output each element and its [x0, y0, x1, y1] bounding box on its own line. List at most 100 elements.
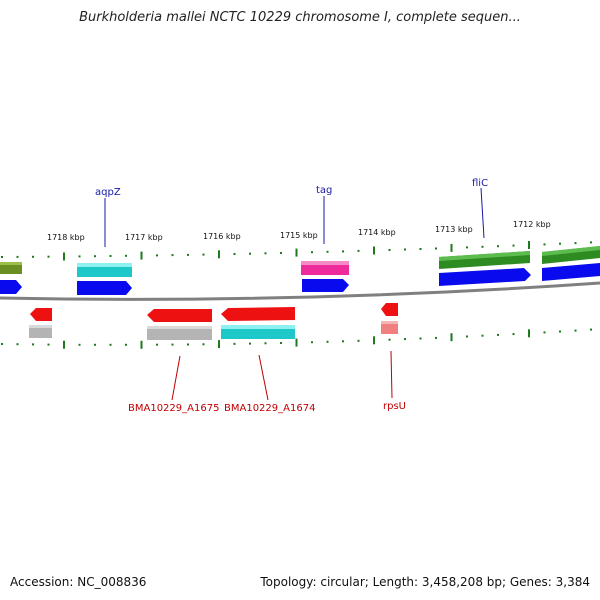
minor-tick: [543, 331, 546, 334]
gene-label-flic[interactable]: fliC: [472, 178, 488, 189]
scale-label-1712: 1712 kbp: [513, 220, 551, 229]
genome-summary-label: Topology: circular; Length: 3,458,208 bp…: [260, 575, 590, 589]
gene-label-bma10229-a1674[interactable]: BMA10229_A1674: [224, 403, 315, 414]
minor-tick: [559, 242, 561, 245]
minor-tick: [16, 255, 19, 258]
minor-tick: [512, 244, 515, 247]
major-tick: [295, 338, 298, 347]
minor-tick: [357, 249, 360, 252]
feature-bma10229-a1675-cds[interactable]: [147, 309, 212, 322]
feature-flic-rna[interactable]: [439, 251, 530, 269]
feature-rpsu-rna[interactable]: [381, 321, 398, 334]
minor-tick: [109, 343, 112, 346]
major-tick: [140, 251, 143, 260]
scale-ticks-top: [1, 241, 592, 261]
scale-label-1713: 1713 kbp: [435, 225, 473, 234]
major-tick: [218, 250, 220, 259]
minor-tick: [388, 249, 391, 251]
scale-label-1714: 1714 kbp: [358, 228, 396, 237]
major-tick: [63, 340, 65, 349]
feature-bma10229-a1675-rna[interactable]: [147, 326, 212, 340]
scale-label-1718: 1718 kbp: [47, 233, 85, 242]
major-tick: [218, 340, 220, 349]
minor-tick: [419, 248, 422, 250]
major-tick: [450, 243, 453, 252]
minor-tick: [590, 328, 592, 331]
major-tick: [373, 336, 375, 345]
minor-tick: [264, 252, 267, 255]
flic-leader-line: [480, 187, 485, 239]
minor-tick: [466, 335, 468, 338]
minor-tick: [32, 255, 34, 258]
minor-tick: [574, 242, 577, 245]
major-tick: [373, 246, 375, 255]
minor-tick: [342, 340, 344, 343]
feature-tag-cds[interactable]: [302, 279, 349, 292]
major-tick: [528, 329, 530, 338]
feature-green-right[interactable]: [542, 246, 600, 264]
minor-tick: [326, 340, 329, 343]
feature-aqpz-cds[interactable]: [77, 281, 132, 295]
minor-tick: [156, 343, 158, 346]
gene-label-rpsu[interactable]: rpsU: [383, 401, 406, 412]
feature-grey-small-left[interactable]: [29, 325, 52, 338]
feature-tag-rna[interactable]: [301, 261, 349, 275]
minor-tick: [171, 254, 174, 257]
minor-tick: [187, 343, 189, 346]
minor-tick: [435, 336, 437, 339]
minor-tick: [109, 255, 112, 257]
minor-tick: [481, 245, 484, 248]
minor-tick: [171, 343, 174, 346]
minor-tick: [47, 343, 50, 346]
major-tick: [528, 241, 530, 249]
major-tick: [450, 333, 453, 342]
minor-tick: [311, 341, 313, 344]
minor-tick: [202, 343, 205, 346]
minor-tick: [156, 254, 158, 257]
major-tick: [140, 340, 143, 349]
minor-tick: [249, 252, 251, 255]
feature-bma10229-a1674-rna[interactable]: [221, 325, 295, 339]
minor-tick: [342, 250, 344, 253]
minor-tick: [94, 343, 96, 346]
minor-tick: [1, 343, 3, 345]
minor-tick: [481, 334, 484, 337]
minor-tick: [497, 245, 499, 248]
bma10229-a1675-leader-line: [171, 355, 181, 401]
minor-tick: [233, 253, 236, 255]
minor-tick: [280, 342, 282, 344]
gene-label-bma10229-a1675[interactable]: BMA10229_A1675: [128, 403, 219, 414]
minor-tick: [590, 241, 592, 244]
feature-reverse-small-left[interactable]: [30, 308, 52, 321]
feature-bma10229-a1674-cds[interactable]: [221, 307, 295, 321]
minor-tick: [357, 339, 360, 342]
feature-flic-cds[interactable]: [439, 268, 531, 286]
gene-label-tag[interactable]: tag: [316, 185, 332, 196]
minor-tick: [187, 253, 189, 256]
minor-tick: [47, 255, 50, 258]
minor-tick: [497, 333, 499, 336]
minor-tick: [78, 255, 81, 258]
minor-tick: [233, 342, 236, 345]
minor-tick: [125, 343, 127, 346]
minor-tick: [326, 250, 329, 253]
gene-label-aqpz[interactable]: aqpZ: [95, 187, 121, 198]
feature-olive-left[interactable]: [0, 262, 22, 274]
feature-rpsu-cds[interactable]: [381, 303, 398, 316]
rpsu-leader-line: [390, 350, 393, 399]
minor-tick: [78, 343, 81, 346]
minor-tick: [280, 252, 282, 254]
minor-tick: [466, 246, 468, 249]
feature-cds-right[interactable]: [542, 263, 600, 281]
map-title: Burkholderia mallei NCTC 10229 chromosom…: [79, 10, 521, 25]
minor-tick: [404, 248, 406, 251]
feature-aqpz-rna[interactable]: [77, 263, 132, 277]
minor-tick: [125, 254, 127, 257]
major-tick: [295, 248, 298, 257]
minor-tick: [202, 253, 205, 256]
scale-label-1716: 1716 kbp: [203, 232, 241, 241]
feature-cds-left[interactable]: [0, 280, 22, 294]
minor-tick: [311, 251, 313, 254]
minor-tick: [264, 342, 267, 345]
